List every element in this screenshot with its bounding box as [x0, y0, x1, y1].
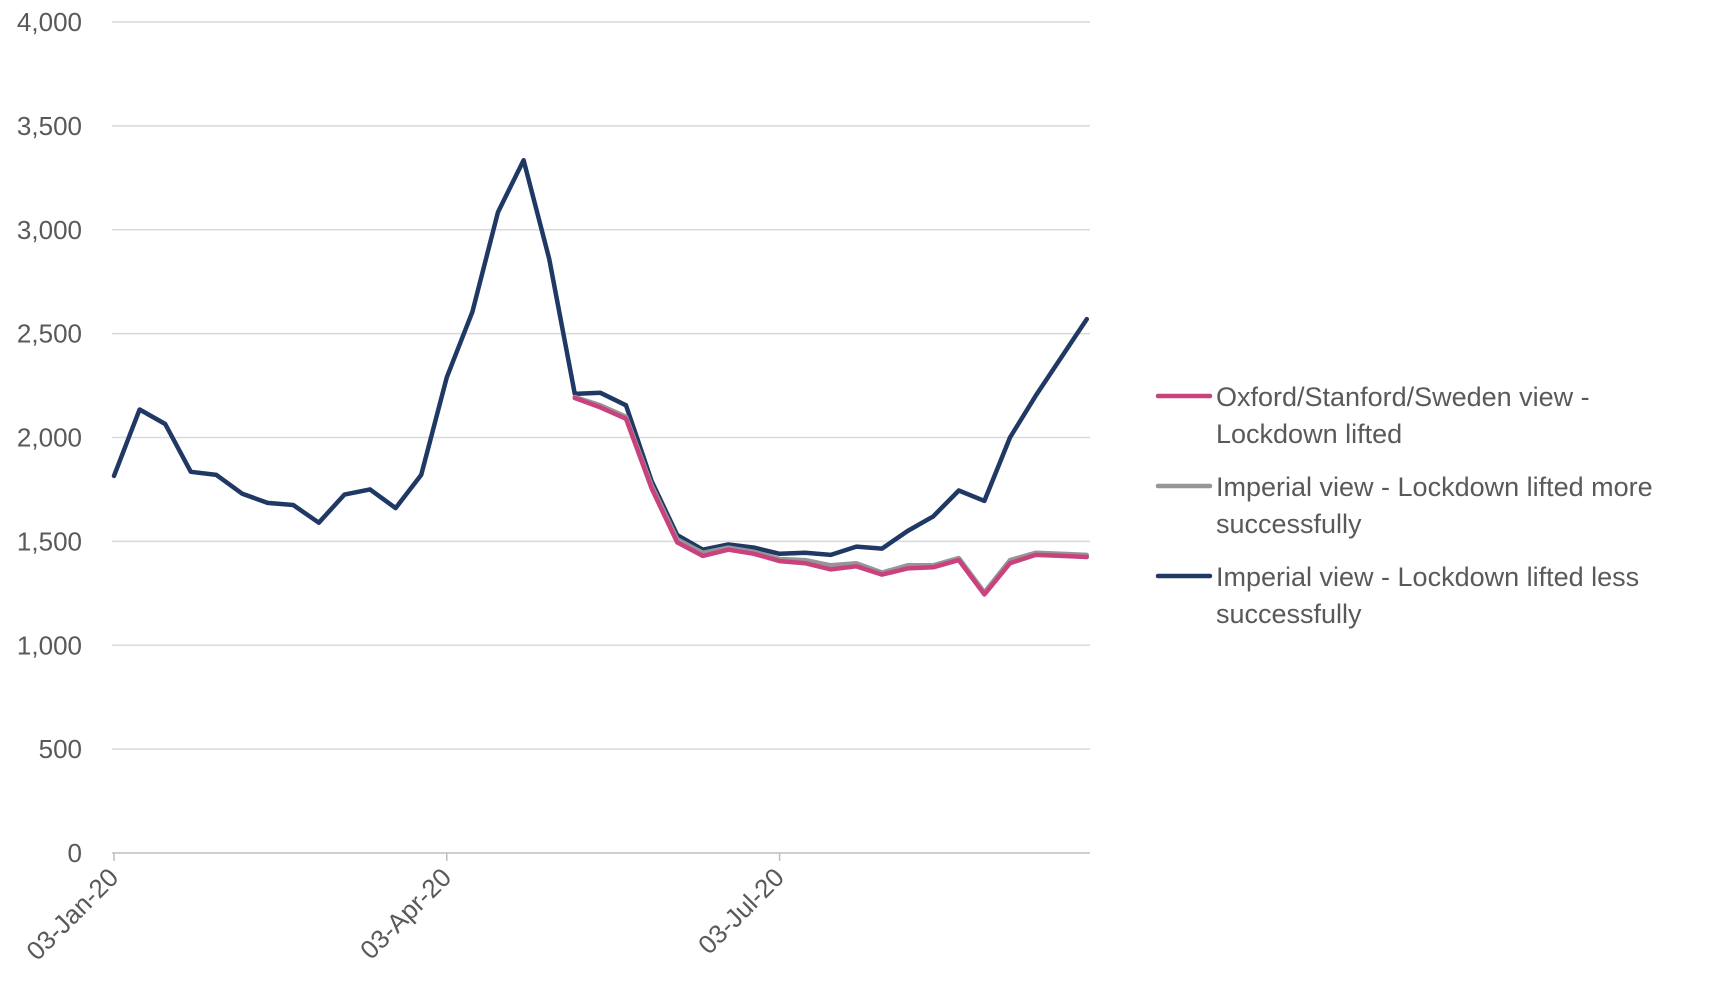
y-tick-label: 3,000: [17, 215, 82, 245]
legend-label-line1: Imperial view - Lockdown lifted more: [1216, 472, 1653, 502]
y-tick-label: 1,500: [17, 526, 82, 556]
y-tick-label: 2,500: [17, 319, 82, 349]
legend: Oxford/Stanford/Sweden view - Lockdown li…: [1155, 382, 1653, 629]
legend-item: Imperial view - Lockdown lifted less succ…: [1155, 562, 1639, 629]
x-tick-label: 03-Apr-20: [354, 862, 457, 965]
y-tick-label: 2,000: [17, 423, 82, 453]
x-tick-label: 03-Jul-20: [692, 862, 790, 960]
series-line-oxford-stanford-sweden-view-lockdown-lifted: [572, 395, 1090, 597]
y-tick-label: 3,500: [17, 111, 82, 141]
legend-label-line2: Lockdown lifted: [1216, 419, 1402, 449]
x-axis-tick-labels: 03-Jan-20 03-Apr-20 03-Jul-20: [20, 862, 790, 966]
gridlines: [112, 21, 1090, 861]
y-tick-label: 500: [39, 734, 82, 764]
series-line-imperial-view-lockdown-lifted-less-successfully: [111, 157, 1090, 558]
x-tick-label: 03-Jan-20: [20, 862, 124, 966]
legend-item: Oxford/Stanford/Sweden view - Lockdown li…: [1155, 382, 1590, 449]
legend-label-line2: successfully: [1216, 599, 1362, 629]
y-tick-label: 0: [68, 838, 82, 868]
series-lines: [111, 157, 1090, 597]
legend-item: Imperial view - Lockdown lifted more succ…: [1155, 472, 1653, 539]
y-tick-label: 4,000: [17, 7, 82, 37]
y-axis-tick-labels: 0 500 1,000 1,500 2,000 2,500 3,000 3,500 4,000: [17, 7, 82, 868]
legend-label-line1: Oxford/Stanford/Sweden view -: [1216, 382, 1590, 412]
legend-label-line1: Imperial view - Lockdown lifted less: [1216, 562, 1639, 592]
legend-label-line2: successfully: [1216, 509, 1362, 539]
y-tick-label: 1,000: [17, 630, 82, 660]
